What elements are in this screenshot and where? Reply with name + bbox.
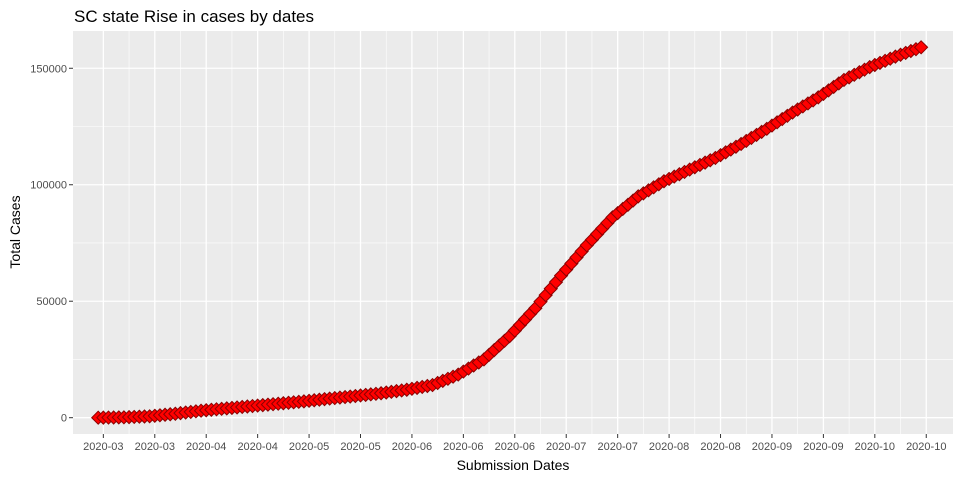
x-tick-label: 2020-06 (495, 441, 535, 453)
x-tick-label: 2020-07 (546, 441, 586, 453)
chart-title: SC state Rise in cases by dates (74, 7, 314, 26)
x-tick-label: 2020-06 (392, 441, 432, 453)
y-axis-title: Total Cases (7, 195, 23, 268)
x-tick-label: 2020-05 (340, 441, 380, 453)
y-tick-label: 0 (61, 413, 67, 425)
x-tick-label: 2020-04 (186, 441, 226, 453)
x-tick-label: 2020-06 (443, 441, 483, 453)
x-tick-label: 2020-04 (237, 441, 277, 453)
x-tick-label: 2020-03 (83, 441, 123, 453)
data-points (90, 40, 929, 425)
x-axis-ticks: 2020-03 2020-03 2020-04 2020-04 2020-05 2020-… (83, 434, 946, 453)
x-axis-title: Submission Dates (457, 457, 570, 473)
x-tick-label: 2020-08 (700, 441, 740, 453)
data-point (913, 40, 929, 55)
x-tick-label: 2020-08 (649, 441, 689, 453)
y-axis-ticks: 0 50000 100000 150000 (30, 63, 73, 425)
x-tick-label: 2020-10 (855, 441, 895, 453)
y-tick-label: 150000 (30, 63, 67, 75)
x-tick-label: 2020-09 (803, 441, 843, 453)
x-tick-label: 2020-07 (597, 441, 637, 453)
y-tick-label: 100000 (30, 180, 67, 192)
x-tick-label: 2020-10 (906, 441, 946, 453)
y-tick-label: 50000 (36, 296, 67, 308)
x-tick-label: 2020-09 (752, 441, 792, 453)
x-tick-label: 2020-03 (135, 441, 175, 453)
gridlines (73, 31, 953, 434)
x-tick-label: 2020-05 (289, 441, 329, 453)
